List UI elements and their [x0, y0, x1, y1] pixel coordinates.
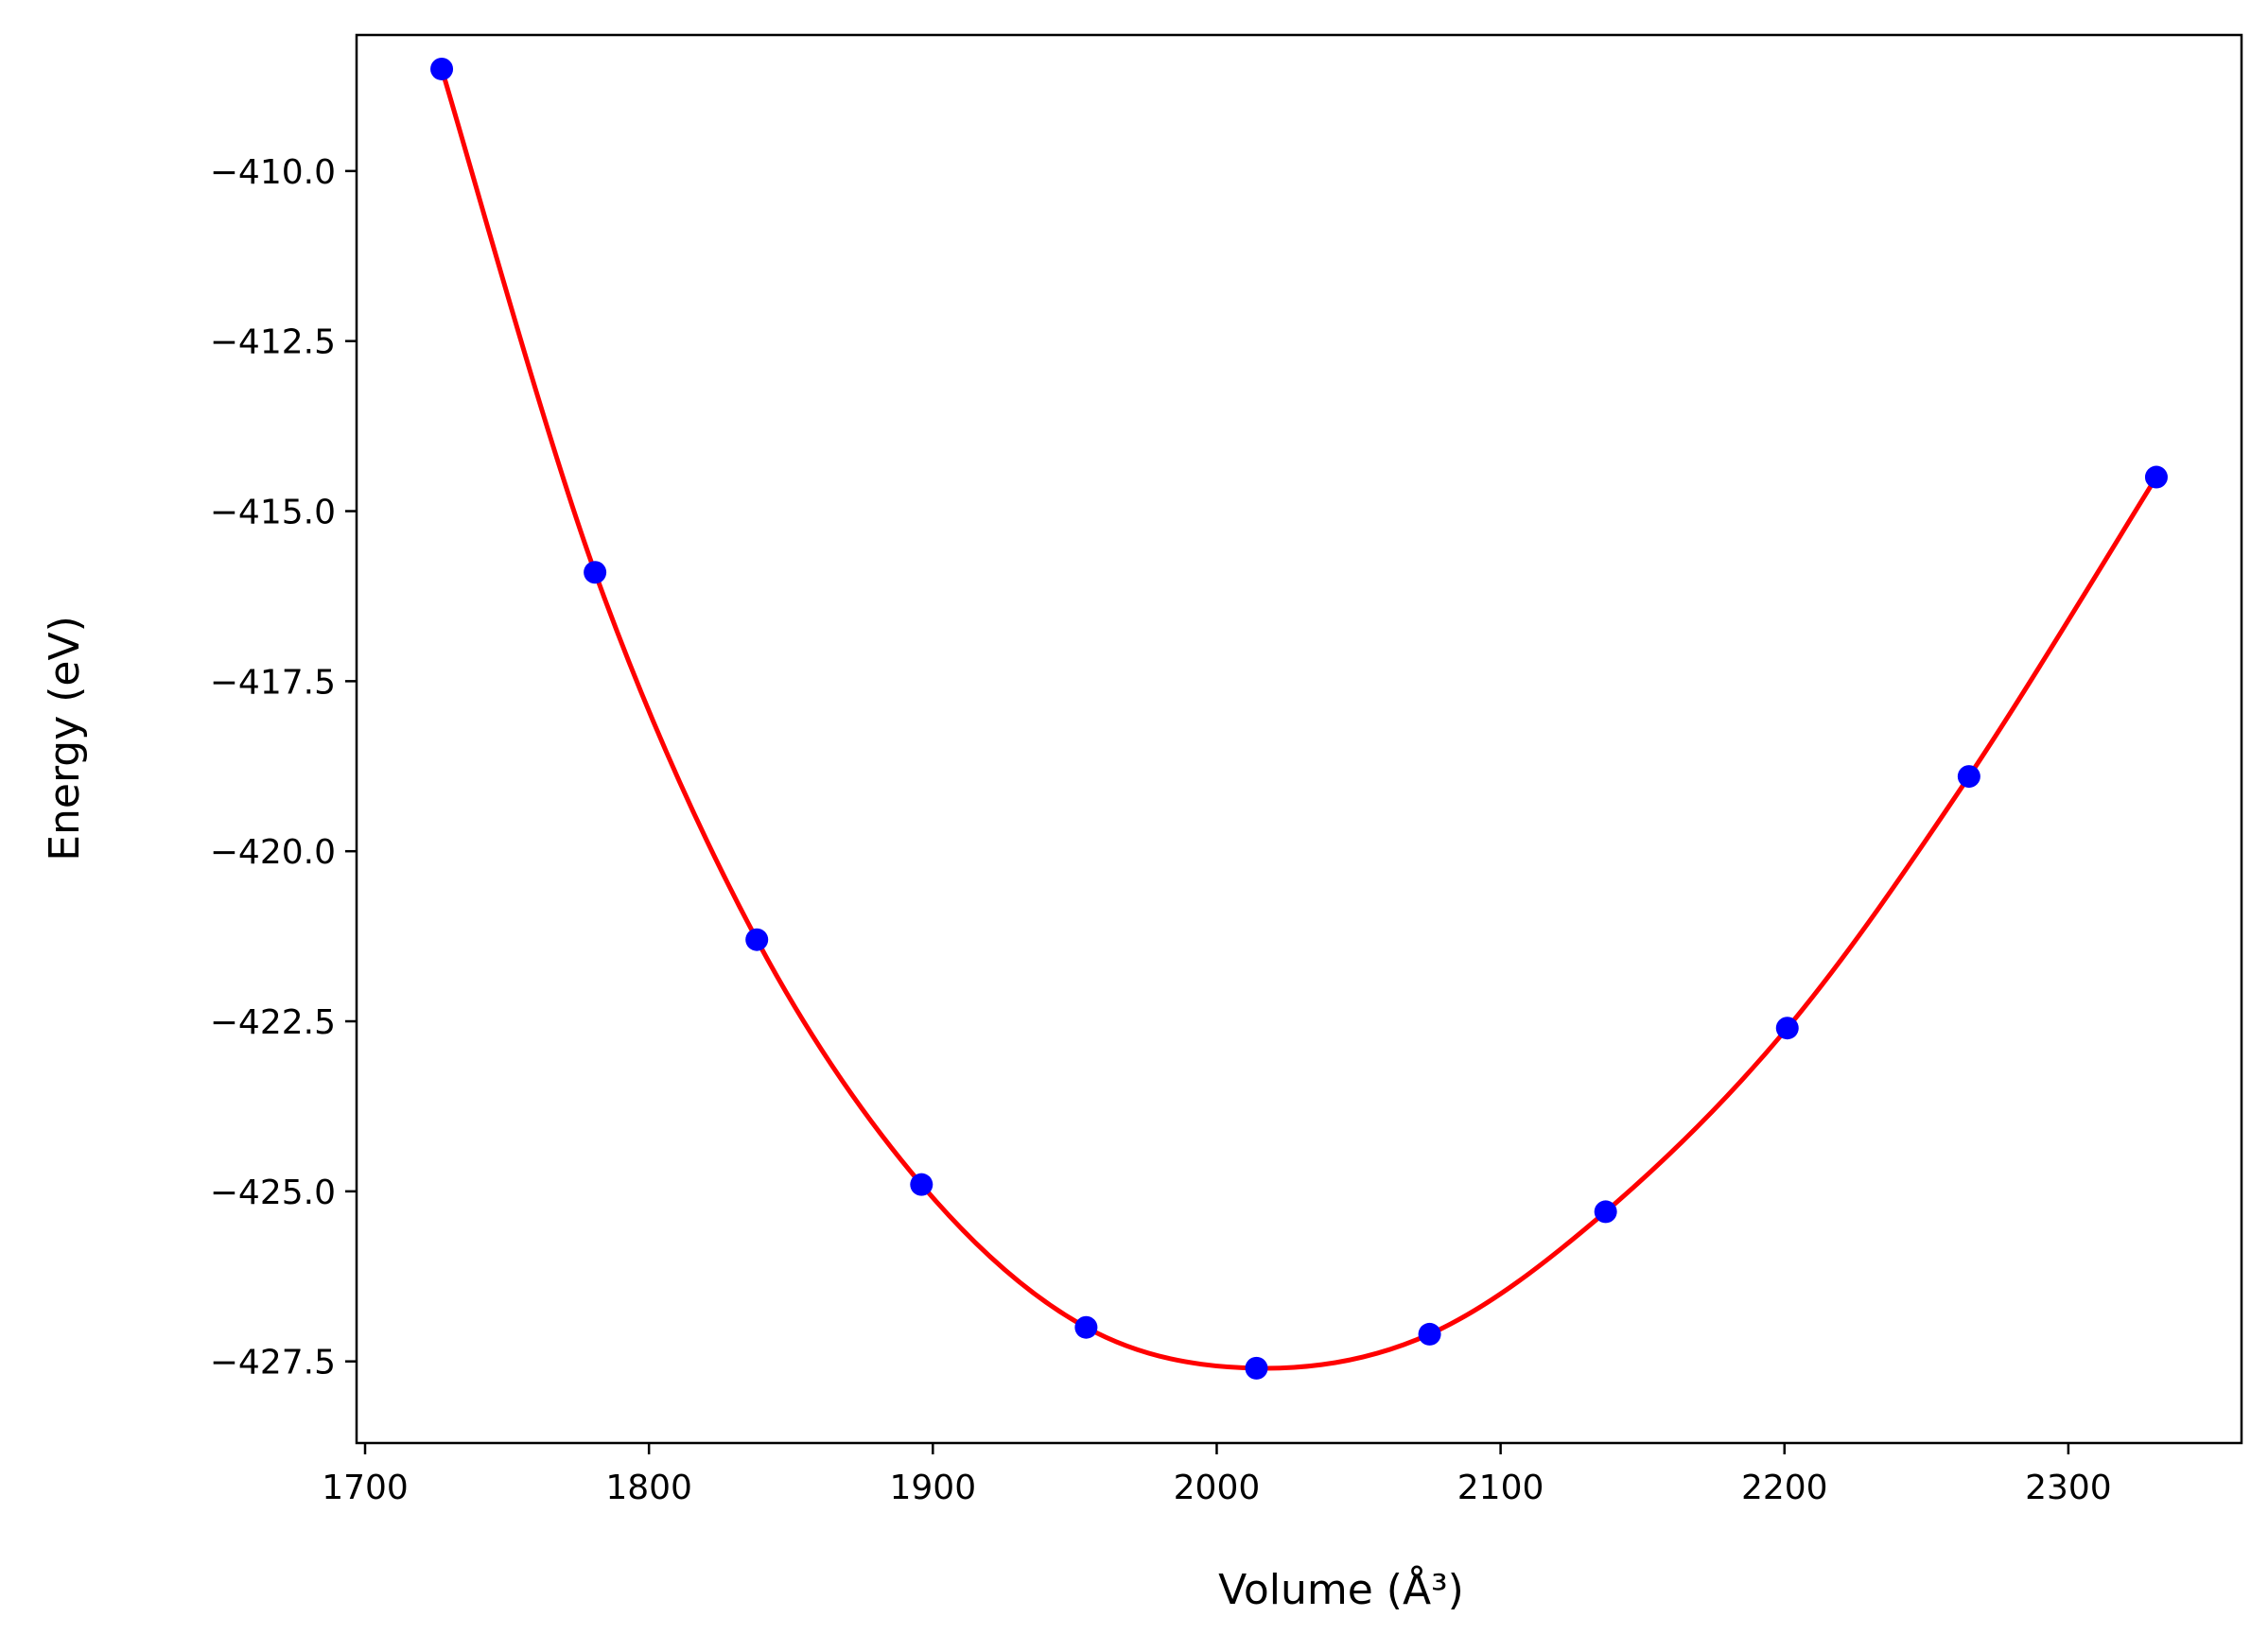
x-axis-ticks: 1700 1800 1900 2000 2100 2200 2300: [322, 1443, 2112, 1507]
data-points: [430, 57, 2168, 1380]
x-tick-label: 2300: [2025, 1469, 2112, 1507]
data-point: [910, 1173, 933, 1196]
y-tick-label: −417.5: [210, 663, 336, 702]
data-point: [1957, 765, 1980, 789]
data-point: [2144, 465, 2168, 489]
x-tick-label: 2000: [1174, 1469, 1261, 1507]
y-axis-label: Energy (eV): [41, 616, 89, 861]
data-point: [584, 561, 607, 584]
plot-area: [355, 33, 2243, 1445]
x-tick-label: 2200: [1741, 1469, 1828, 1507]
data-point: [430, 57, 454, 80]
x-tick-label: 1700: [322, 1469, 409, 1507]
y-tick-label: −410.0: [210, 153, 336, 192]
fit-curve: [439, 66, 2159, 1371]
axes-frame: [355, 33, 2243, 1445]
x-axis-label: Volume (Å³): [1218, 1564, 1464, 1614]
x-tick-label: 1800: [605, 1469, 692, 1507]
x-tick-label: 1900: [889, 1469, 976, 1507]
y-tick-label: −422.5: [210, 1003, 336, 1042]
data-point: [745, 928, 769, 951]
x-tick-label: 2100: [1457, 1469, 1544, 1507]
data-point: [1074, 1315, 1098, 1339]
y-tick-label: −425.0: [210, 1174, 336, 1212]
data-point: [1418, 1322, 1441, 1346]
y-tick-label: −412.5: [210, 323, 336, 362]
y-tick-label: −420.0: [210, 833, 336, 872]
data-point: [1245, 1356, 1268, 1380]
y-axis-ticks: −410.0 −412.5 −415.0 −417.5 −420.0 −422.5 −425…: [210, 153, 357, 1382]
y-tick-label: −427.5: [210, 1344, 336, 1382]
y-tick-label: −415.0: [210, 494, 336, 532]
data-point: [1775, 1017, 1799, 1040]
data-point: [1594, 1200, 1617, 1224]
